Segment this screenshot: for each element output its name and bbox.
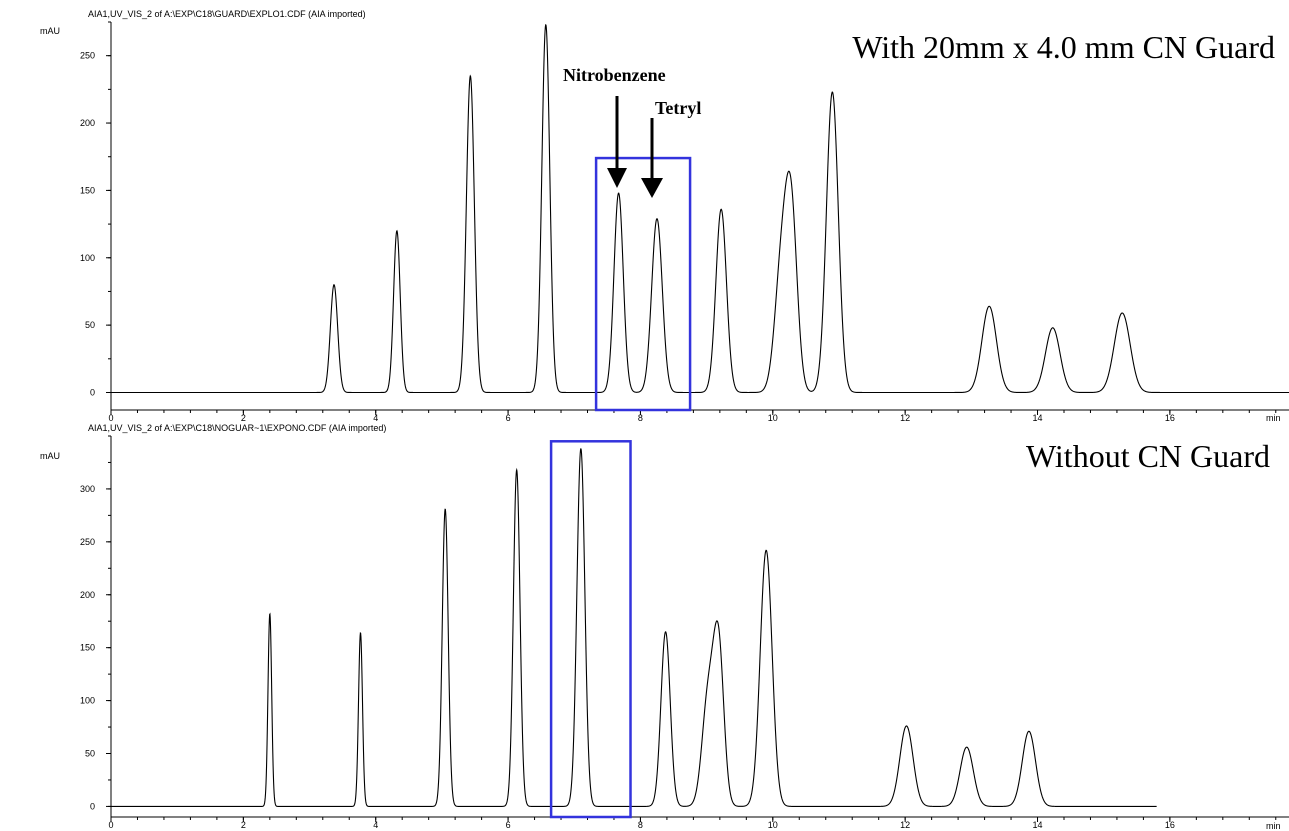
y-tick-label: 150 [80,643,95,653]
x-tick-label: 6 [506,820,511,830]
tick-marks [106,21,1277,415]
peak-markers [269,448,1030,748]
arrow-head-tetryl [641,178,663,198]
y-tick-label: 200 [80,118,95,128]
y-tick-label: 0 [90,801,95,811]
tick-marks [106,435,1277,822]
y-tick-label: 150 [80,185,95,195]
y-tick-label: 100 [80,253,95,263]
y-axis-unit-label: mAU [40,451,60,461]
y-tick-label: 0 [90,387,95,397]
x-tick-label: 0 [108,820,113,830]
annotation-label-nitrobenzene: Nitrobenzene [563,65,666,85]
chromatogram-trace [111,23,1289,394]
x-tick-label: 0 [108,413,113,423]
highlight-box [594,156,692,412]
y-tick-label: 100 [80,696,95,706]
x-tick-label: 4 [373,820,378,830]
y-tick-label: 50 [85,749,95,759]
y-tick-label: 200 [80,590,95,600]
x-tick-label: 6 [506,413,511,423]
highlight-box [549,440,632,819]
arrow-head-nitrobenzene [607,168,627,188]
x-tick-label: 2 [241,820,246,830]
x-tick-label: 10 [768,820,778,830]
y-tick-labels: 0 50 100 150 200 250 [80,51,95,398]
x-tick-label: 12 [900,413,910,423]
x-tick-label: 10 [768,413,778,423]
x-tick-label: 14 [1033,820,1043,830]
y-tick-label: 250 [80,537,95,547]
x-tick-label: 16 [1165,413,1175,423]
annotation-nitrobenzene: Nitrobenzene [563,65,666,188]
y-tick-label: 300 [80,484,95,494]
panel-title: With 20mm x 4.0 mm CN Guard [852,29,1275,65]
annotation-tetryl: Tetryl [641,98,701,198]
x-tick-label: 2 [241,413,246,423]
y-tick-labels: 0 50 100 150 200 250 300 [80,484,95,812]
x-axis-unit-label: min [1266,413,1281,423]
y-axis-unit-label: mAU [40,26,60,36]
annotation-label-tetryl: Tetryl [655,98,701,118]
chromatogram-panel-without-guard: AIA1,UV_VIS_2 of A:\EXP\C18\NOGUAR~1\EXP… [40,423,1289,831]
x-tick-labels: 0 2 4 6 8 10 12 14 16 [108,820,1174,830]
y-tick-label: 50 [85,320,95,330]
file-label: AIA1,UV_VIS_2 of A:\EXP\C18\NOGUAR~1\EXP… [88,423,386,433]
x-axis-unit-label: min [1266,821,1281,831]
peak-markers [333,24,1123,329]
x-tick-label: 8 [638,820,643,830]
x-tick-labels: 0 2 4 6 8 10 12 14 16 [108,413,1174,423]
x-tick-label: 14 [1033,413,1043,423]
panel-title: Without CN Guard [1026,438,1270,474]
x-tick-label: 4 [373,413,378,423]
y-tick-label: 250 [80,51,95,61]
chromatogram-panel-with-guard: AIA1,UV_VIS_2 of A:\EXP\C18\GUARD\EXPLO1… [40,9,1289,423]
x-tick-label: 8 [638,413,643,423]
chromatogram-trace [111,448,1157,807]
x-tick-label: 12 [900,820,910,830]
x-tick-label: 16 [1165,820,1175,830]
file-label: AIA1,UV_VIS_2 of A:\EXP\C18\GUARD\EXPLO1… [88,9,366,19]
